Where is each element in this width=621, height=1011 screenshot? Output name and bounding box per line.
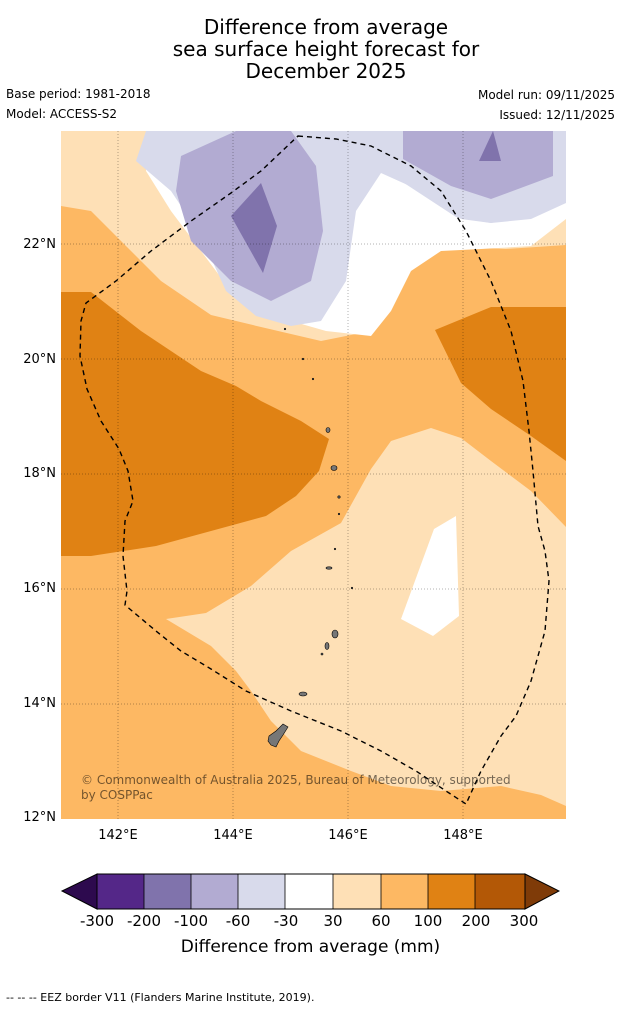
island-tinian bbox=[324, 642, 330, 650]
island-saipan bbox=[331, 629, 339, 639]
island-guam bbox=[267, 723, 289, 748]
eez-footnote: -- -- -- EEZ border V11 (Flanders Marine… bbox=[6, 991, 315, 1004]
colorbar-label: Difference from average (mm) bbox=[180, 937, 441, 957]
contour-neutral-south bbox=[401, 516, 459, 636]
lat-label-22n: 22°N bbox=[23, 237, 56, 252]
copyright-credit: © Commonwealth of Australia 2025, Bureau… bbox=[81, 773, 511, 803]
island bbox=[350, 586, 354, 590]
sea-level-map bbox=[61, 131, 566, 819]
island bbox=[337, 512, 341, 516]
lat-label-18n: 18°N bbox=[23, 466, 56, 481]
colorbar-tick: -30 bbox=[273, 912, 299, 930]
colorbar-tick: 100 bbox=[413, 912, 443, 930]
contour-30-60-south bbox=[166, 428, 566, 806]
title-line-3: December 2025 bbox=[245, 59, 407, 83]
title-line-1: Difference from average bbox=[203, 15, 449, 39]
credit-line-2: by COSPPac bbox=[81, 788, 153, 802]
credit-line-1: © Commonwealth of Australia 2025, Bureau… bbox=[81, 773, 511, 787]
colorbar bbox=[60, 873, 560, 910]
colorbar-tick: 60 bbox=[371, 912, 391, 930]
colorbar-swatch-5 bbox=[285, 874, 333, 909]
chart-title: Difference from average sea surface heig… bbox=[0, 16, 621, 82]
lon-label-142e: 142°E bbox=[98, 828, 138, 843]
colorbar-extend-high bbox=[524, 873, 560, 910]
lon-label-148e: 148°E bbox=[443, 828, 483, 843]
colorbar-tick: -60 bbox=[225, 912, 251, 930]
colorbar-swatch-4 bbox=[238, 874, 285, 909]
colorbar-swatch-9 bbox=[475, 874, 525, 909]
colorbar-swatch-8 bbox=[428, 874, 475, 909]
island bbox=[325, 427, 331, 433]
colorbar-tick: -300 bbox=[79, 912, 115, 930]
lon-label-146e: 146°E bbox=[328, 828, 368, 843]
colorbar-swatch-1 bbox=[97, 874, 144, 909]
lat-label-20n: 20°N bbox=[23, 352, 56, 367]
graticule bbox=[61, 131, 566, 819]
lat-label-14n: 14°N bbox=[23, 696, 56, 711]
model-name: Model: ACCESS-S2 bbox=[6, 107, 118, 121]
colorbar-swatch-7 bbox=[381, 874, 428, 909]
island bbox=[301, 357, 305, 361]
colorbar-swatch-2 bbox=[144, 874, 191, 909]
colorbar-tick: -200 bbox=[126, 912, 162, 930]
colorbar-tick: 30 bbox=[323, 912, 343, 930]
colorbar-extend-low bbox=[60, 873, 98, 910]
colorbar-tick: 300 bbox=[509, 912, 539, 930]
map-canvas bbox=[61, 131, 566, 819]
island bbox=[325, 566, 333, 570]
colorbar-outline bbox=[96, 873, 526, 910]
colorbar-swatch-6 bbox=[333, 874, 381, 909]
lat-label-16n: 16°N bbox=[23, 581, 56, 596]
colorbar-tick: 200 bbox=[461, 912, 491, 930]
island bbox=[330, 465, 338, 471]
island bbox=[311, 377, 315, 381]
colorbar-swatch-3 bbox=[191, 874, 238, 909]
island bbox=[283, 327, 287, 331]
contour-100-200-west bbox=[61, 292, 329, 556]
lat-label-12n: 12°N bbox=[23, 810, 56, 825]
contour-100-200-east bbox=[435, 307, 566, 461]
lon-label-144e: 144°E bbox=[213, 828, 253, 843]
contour-minus-100-200-east bbox=[479, 131, 501, 161]
eez-border bbox=[79, 135, 550, 806]
issued-date: Issued: 12/11/2025 bbox=[499, 108, 615, 122]
colorbar-dividers bbox=[143, 874, 476, 909]
island-rota bbox=[298, 691, 308, 697]
island bbox=[320, 652, 324, 656]
model-run-date: Model run: 09/11/2025 bbox=[477, 88, 615, 102]
colorbar-tick: -100 bbox=[173, 912, 209, 930]
contour-minus-100-200-west bbox=[231, 183, 277, 273]
base-period: Base period: 1981-2018 bbox=[6, 87, 151, 101]
title-line-2: sea surface height forecast for bbox=[172, 37, 480, 61]
island bbox=[333, 547, 337, 551]
islands bbox=[267, 327, 354, 748]
island bbox=[337, 495, 341, 499]
contour-minus-60-100-east bbox=[403, 131, 553, 199]
